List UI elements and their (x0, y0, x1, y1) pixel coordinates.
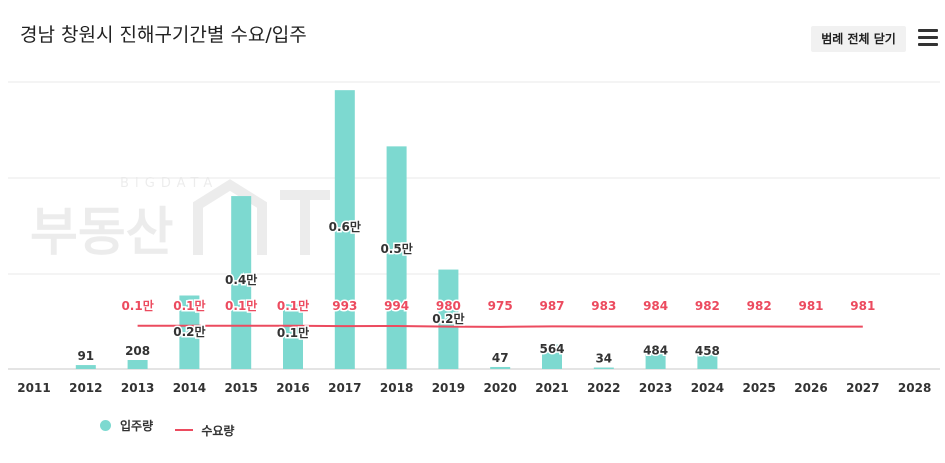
line-data-label: 982 (695, 299, 720, 313)
x-tick-label: 2011 (17, 381, 50, 395)
bar-data-label: 0.5만 (380, 241, 412, 256)
bar-data-label: 0.2만 (173, 324, 205, 339)
x-tick-label: 2026 (794, 381, 827, 395)
bar-data-label: 0.2만 (432, 311, 464, 326)
line-data-label: 981 (850, 299, 875, 313)
x-tick-label: 2027 (846, 381, 879, 395)
bar (593, 367, 614, 369)
bar-data-label: 34 (595, 352, 612, 366)
line-data-label: 994 (384, 299, 409, 313)
bar (75, 365, 96, 369)
x-tick-label: 2012 (69, 381, 102, 395)
line-data-label: 982 (747, 299, 772, 313)
line-data-label: 0.1만 (173, 298, 205, 313)
x-tick-label: 2015 (224, 381, 257, 395)
demand-line (137, 324, 863, 328)
bar (283, 304, 303, 369)
x-tick-label: 2025 (742, 381, 775, 395)
line-data-label: 0.1만 (225, 298, 257, 313)
bar-data-label: 208 (125, 344, 150, 358)
line-data-label: 987 (539, 299, 564, 313)
bar (490, 366, 511, 369)
bar (697, 349, 718, 369)
bar-data-label: 91 (77, 349, 94, 363)
bar-data-label: 47 (492, 351, 509, 365)
bar-data-label: 0.4만 (225, 272, 257, 287)
line-data-label: 0.1만 (121, 298, 153, 313)
x-tick-label: 2028 (898, 381, 931, 395)
line-data-label: 975 (488, 299, 513, 313)
chart-area: 2011 2012 2013 2014 2015 2016 2017 2018 2019 2020… (8, 81, 940, 395)
bar-data-label: 0.1만 (277, 325, 309, 340)
bar (127, 360, 148, 369)
legend-item-demand[interactable]: 수요량 (175, 422, 234, 439)
x-tick-label: 2024 (691, 381, 724, 395)
line-data-label: 0.1만 (277, 298, 309, 313)
bar-data-label: 484 (643, 344, 668, 358)
line-data-label: 981 (798, 299, 823, 313)
line-data-label: 983 (591, 299, 616, 313)
legend-label-demand: 수요량 (201, 423, 235, 438)
bar (438, 269, 459, 369)
legend-toggle-button[interactable]: 범례 전체 닫기 (811, 26, 906, 52)
legend-item-supply[interactable]: 입주량 (100, 417, 153, 434)
x-tick-label: 2021 (535, 381, 568, 395)
x-tick-label: 2018 (380, 381, 413, 395)
bar-data-label: 458 (695, 344, 720, 358)
x-tick-label: 2019 (432, 381, 465, 395)
legend-label-supply: 입주량 (120, 419, 154, 433)
x-tick-label: 2013 (121, 381, 154, 395)
bar (334, 90, 355, 370)
legend-line-icon (175, 429, 194, 431)
x-tick-label: 2020 (483, 381, 516, 395)
line-data-label: 993 (332, 299, 357, 313)
bar-data-label: 0.6만 (329, 219, 361, 234)
x-tick-label: 2017 (328, 381, 361, 395)
hamburger-menu-icon[interactable] (918, 29, 938, 47)
line-data-label: 984 (643, 299, 668, 313)
legend-dot-icon (100, 420, 111, 431)
chart-legend: 입주량 수요량 (100, 417, 252, 439)
bar (179, 295, 200, 369)
page-title: 경남 창원시 진해구기간별 수요/입주 (20, 24, 307, 46)
line-data-label: 980 (436, 299, 461, 313)
bar (386, 146, 407, 369)
x-tick-label: 2014 (173, 381, 206, 395)
bar (645, 348, 666, 369)
x-tick-label: 2023 (639, 381, 672, 395)
x-tick-label: 2016 (276, 381, 309, 395)
bar-data-label: 564 (539, 342, 564, 356)
x-tick-label: 2022 (587, 381, 620, 395)
bar (542, 344, 562, 369)
